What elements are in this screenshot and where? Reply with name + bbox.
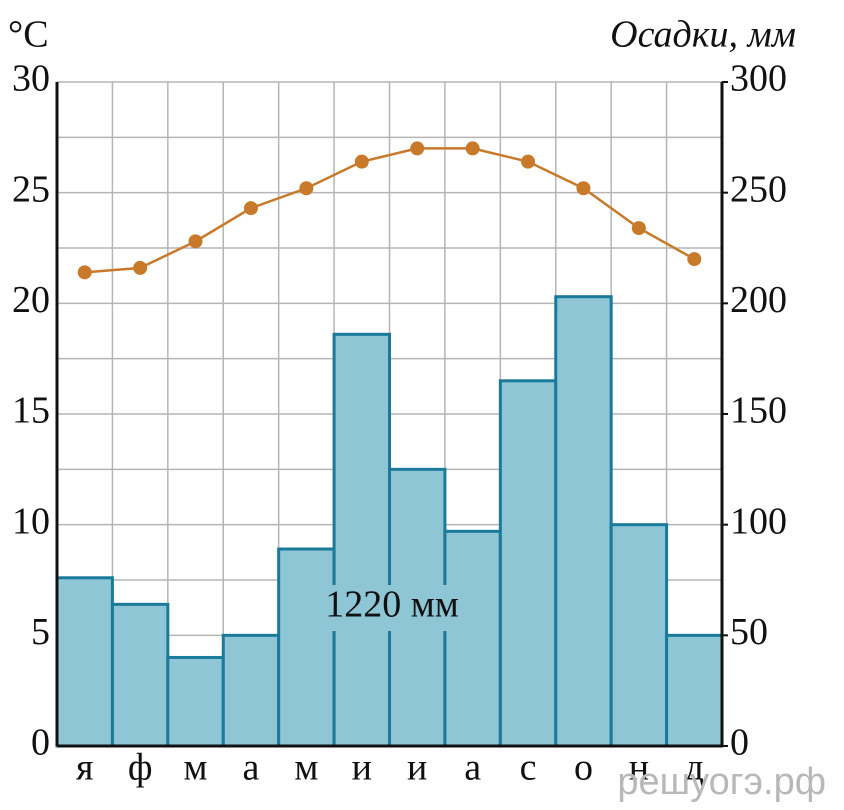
temperature-point (521, 154, 536, 169)
bar (221, 633, 281, 748)
bar (110, 602, 170, 748)
y-axis-label: °C (8, 14, 49, 56)
temperature-point (410, 141, 425, 156)
x-tick-label: с (520, 747, 537, 789)
bar (498, 379, 558, 748)
y2-tick-label: 200 (730, 279, 787, 321)
temperature-point (465, 141, 480, 156)
y2-tick-label: 150 (730, 390, 787, 432)
y-tick-label: 30 (12, 58, 50, 100)
y-tick-label: 15 (12, 390, 50, 432)
x-tick-label: и (352, 747, 372, 789)
y2-tick-label: 250 (730, 168, 787, 210)
temperature-point (631, 221, 646, 236)
annotation: 1220 мм (325, 584, 459, 626)
temperature-line (84, 147, 695, 274)
x-tick-label: а (243, 747, 260, 789)
x-tick-label: д (685, 747, 704, 789)
x-tick-label: н (629, 747, 649, 789)
temperature-point (576, 181, 591, 196)
x-tick-label: я (76, 747, 93, 789)
temperature-point (354, 154, 369, 169)
y2-tick-label: 50 (730, 611, 768, 653)
x-tick-label: м (184, 747, 208, 789)
marks (55, 141, 724, 748)
bar (332, 332, 392, 748)
y-tick-label: 25 (12, 168, 50, 210)
temperature-point (188, 234, 203, 249)
x-tick-label: м (294, 747, 318, 789)
y-tick-label: 0 (31, 722, 50, 764)
watermark: решуогэ.рф (617, 761, 826, 803)
annotation-bg (312, 585, 472, 631)
temperature-point (133, 260, 148, 275)
temperature-point (77, 265, 92, 280)
bar (609, 523, 669, 748)
bar (277, 547, 336, 748)
bar (55, 576, 114, 748)
bar (554, 295, 613, 748)
y2-axis-label: Осадки, мм (610, 14, 796, 56)
x-tick-label: а (464, 747, 481, 789)
y2-tick-label: 0 (730, 722, 749, 764)
temperature-point (687, 252, 702, 267)
bar (166, 655, 225, 748)
x-tick-label: и (407, 747, 427, 789)
y2-tick-label: 100 (730, 500, 787, 542)
temperature-point (299, 181, 314, 196)
bar (665, 633, 724, 748)
temperature-point (243, 201, 258, 216)
x-tick-label: ф (128, 747, 153, 789)
y-tick-label: 5 (31, 611, 50, 653)
y-tick-label: 10 (12, 500, 50, 542)
bar (443, 529, 502, 748)
y-tick-label: 20 (12, 279, 50, 321)
y2-tick-label: 300 (730, 58, 787, 100)
x-tick-label: о (574, 747, 593, 789)
